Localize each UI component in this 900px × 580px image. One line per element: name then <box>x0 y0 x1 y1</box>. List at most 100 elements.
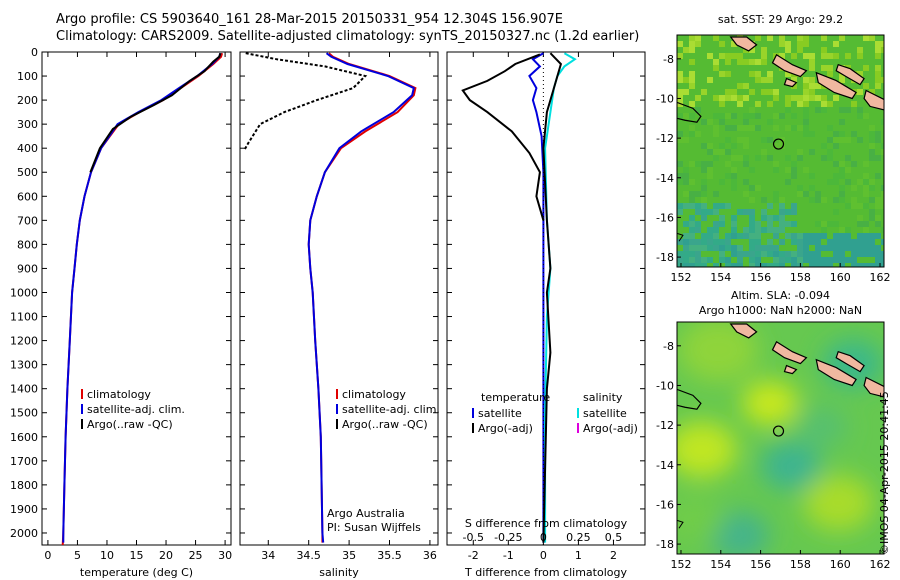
sst-cell <box>881 227 884 233</box>
sst-cell <box>749 89 755 95</box>
sst-cell <box>791 173 797 179</box>
sst-cell <box>779 113 785 119</box>
y-tick-label: 600 <box>17 190 38 203</box>
sst-cell <box>701 167 707 173</box>
sst-cell <box>731 155 737 161</box>
sst-cell <box>695 245 701 251</box>
sst-cell <box>857 89 863 95</box>
sst-cell <box>845 155 851 161</box>
sst-cell <box>701 245 707 251</box>
coastline <box>677 232 684 242</box>
sst-cell <box>707 161 713 167</box>
sst-cell <box>869 137 875 143</box>
sst-cell <box>875 221 881 227</box>
sst-cell <box>677 263 683 267</box>
sst-cell <box>731 125 737 131</box>
sst-cell <box>815 257 821 263</box>
s-tick-label: 0.5 <box>605 531 623 544</box>
sst-cell <box>797 95 803 101</box>
y-tick-label: -14 <box>656 459 674 472</box>
series-t-satellite <box>528 52 545 543</box>
sst-cell <box>785 71 791 77</box>
sst-cell <box>725 233 731 239</box>
x-tick-label: 158 <box>790 271 811 284</box>
sst-cell <box>689 101 695 107</box>
sst-cell <box>845 203 851 209</box>
island-polygon <box>815 71 857 100</box>
sst-cell <box>797 155 803 161</box>
sst-cell <box>821 233 827 239</box>
x-tick-label: 15 <box>130 549 144 562</box>
sst-cell <box>767 137 773 143</box>
sst-cell <box>755 71 761 77</box>
sst-cell <box>689 161 695 167</box>
sst-cell <box>881 251 884 257</box>
sst-cell <box>803 131 809 137</box>
map-subtitle: Argo h1000: NaN h2000: NaN <box>699 304 862 317</box>
series-satellite-adj-clim- <box>307 52 415 543</box>
island-polygon <box>771 53 808 78</box>
sst-cell <box>779 209 785 215</box>
sst-cell <box>677 89 683 95</box>
sst-cell <box>869 179 875 185</box>
y-tick-label: 1200 <box>10 335 38 348</box>
sst-cell <box>761 77 767 83</box>
sst-cell <box>755 125 761 131</box>
sst-cell <box>773 215 779 221</box>
sst-cell <box>869 245 875 251</box>
sst-cell <box>875 47 881 53</box>
sst-cell <box>809 173 815 179</box>
sst-cell <box>725 149 731 155</box>
sst-cell <box>797 41 803 47</box>
sst-cell <box>761 59 767 65</box>
sst-cell <box>875 245 881 251</box>
sst-cell <box>779 143 785 149</box>
sst-cell <box>701 215 707 221</box>
y-tick-label: 1600 <box>10 431 38 444</box>
sst-cell <box>875 137 881 143</box>
sst-cell <box>773 257 779 263</box>
sst-cell <box>821 143 827 149</box>
legend-title: salinity <box>583 391 623 404</box>
sst-cell <box>803 95 809 101</box>
sst-cell <box>695 257 701 263</box>
sst-cell <box>779 227 785 233</box>
sst-cell <box>767 227 773 233</box>
x-tick-label: 35 <box>342 549 356 562</box>
sst-cell <box>875 215 881 221</box>
sst-cell <box>851 131 857 137</box>
sst-cell <box>755 59 761 65</box>
sla-blob <box>677 495 724 544</box>
sst-cell <box>725 71 731 77</box>
y-tick-label: -18 <box>656 251 674 264</box>
series-s-argo-adj- <box>542 52 563 543</box>
series-argo-raw-qc- <box>89 52 222 173</box>
sst-cell <box>767 77 773 83</box>
sst-cell <box>719 215 725 221</box>
sst-cell <box>701 197 707 203</box>
sst-cell <box>827 101 833 107</box>
sst-cell <box>845 137 851 143</box>
panel-salinity-profile: 34 34.5 35 35.5 36 salinity climatology satelli… <box>239 51 440 579</box>
x-tick-label: 156 <box>750 558 771 571</box>
sst-cell <box>677 209 683 215</box>
sst-cell <box>701 143 707 149</box>
sst-cell <box>827 65 833 71</box>
sst-cell <box>857 203 863 209</box>
sst-cell <box>683 251 689 257</box>
sst-cell <box>803 251 809 257</box>
sst-cell <box>761 89 767 95</box>
sst-cell <box>713 191 719 197</box>
sst-cell <box>725 113 731 119</box>
sst-cell <box>857 71 863 77</box>
sst-cell <box>773 197 779 203</box>
y-tick-label: -16 <box>656 498 674 511</box>
y-tick-label: 500 <box>17 166 38 179</box>
sst-cell <box>725 203 731 209</box>
sst-cell <box>773 191 779 197</box>
sst-cell <box>701 119 707 125</box>
sst-cell <box>827 125 833 131</box>
sst-cell <box>689 191 695 197</box>
sst-cell <box>731 245 737 251</box>
sst-cell <box>695 191 701 197</box>
